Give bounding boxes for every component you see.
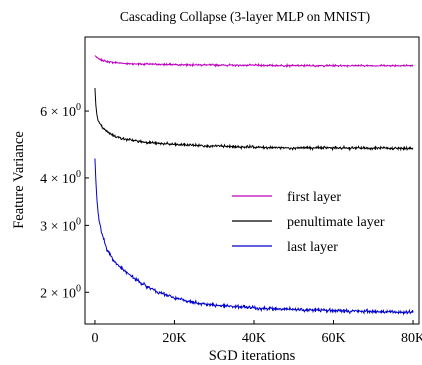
y-axis-label: Feature Variance (11, 131, 27, 229)
legend: first layer penultimate layer last layer (232, 190, 385, 255)
series-line-2 (94, 158, 414, 316)
x-tick-label: 20K (162, 331, 186, 346)
x-tick-label: 40K (242, 331, 266, 346)
y-tick-base: 6 × 10 (40, 105, 76, 120)
y-tick-base: 4 × 10 (40, 172, 76, 187)
series-line-0 (94, 55, 414, 69)
y-tick-base: 2 × 10 (40, 286, 76, 301)
x-tick-label: 60K (321, 331, 345, 346)
x-tick-label: 80K (401, 331, 422, 346)
series-line-1 (94, 87, 414, 152)
y-tick-base: 3 × 10 (40, 219, 76, 234)
y-tick-exponent: 0 (76, 216, 81, 227)
y-tick-exponent: 0 (76, 283, 81, 294)
chart-title: Cascading Collapse (3-layer MLP on MNIST… (120, 9, 370, 24)
x-tick-label: 0 (91, 331, 98, 346)
series-layer (94, 55, 414, 316)
x-axis: 0 20K 40K 60K 80K (91, 320, 422, 346)
y-tick-label: 2 × 100 (40, 283, 81, 301)
y-tick-label: 4 × 100 (40, 169, 81, 187)
x-axis-label: SGD iterations (209, 348, 296, 364)
y-tick-exponent: 0 (76, 102, 81, 113)
y-tick-label: 6 × 100 (40, 102, 81, 120)
plot-frame (84, 36, 420, 325)
legend-label-1: penultimate layer (287, 215, 385, 230)
legend-label-2: last layer (287, 240, 338, 255)
y-tick-exponent: 0 (76, 169, 81, 180)
y-tick-label: 3 × 100 (40, 216, 81, 234)
legend-label-0: first layer (287, 190, 341, 205)
